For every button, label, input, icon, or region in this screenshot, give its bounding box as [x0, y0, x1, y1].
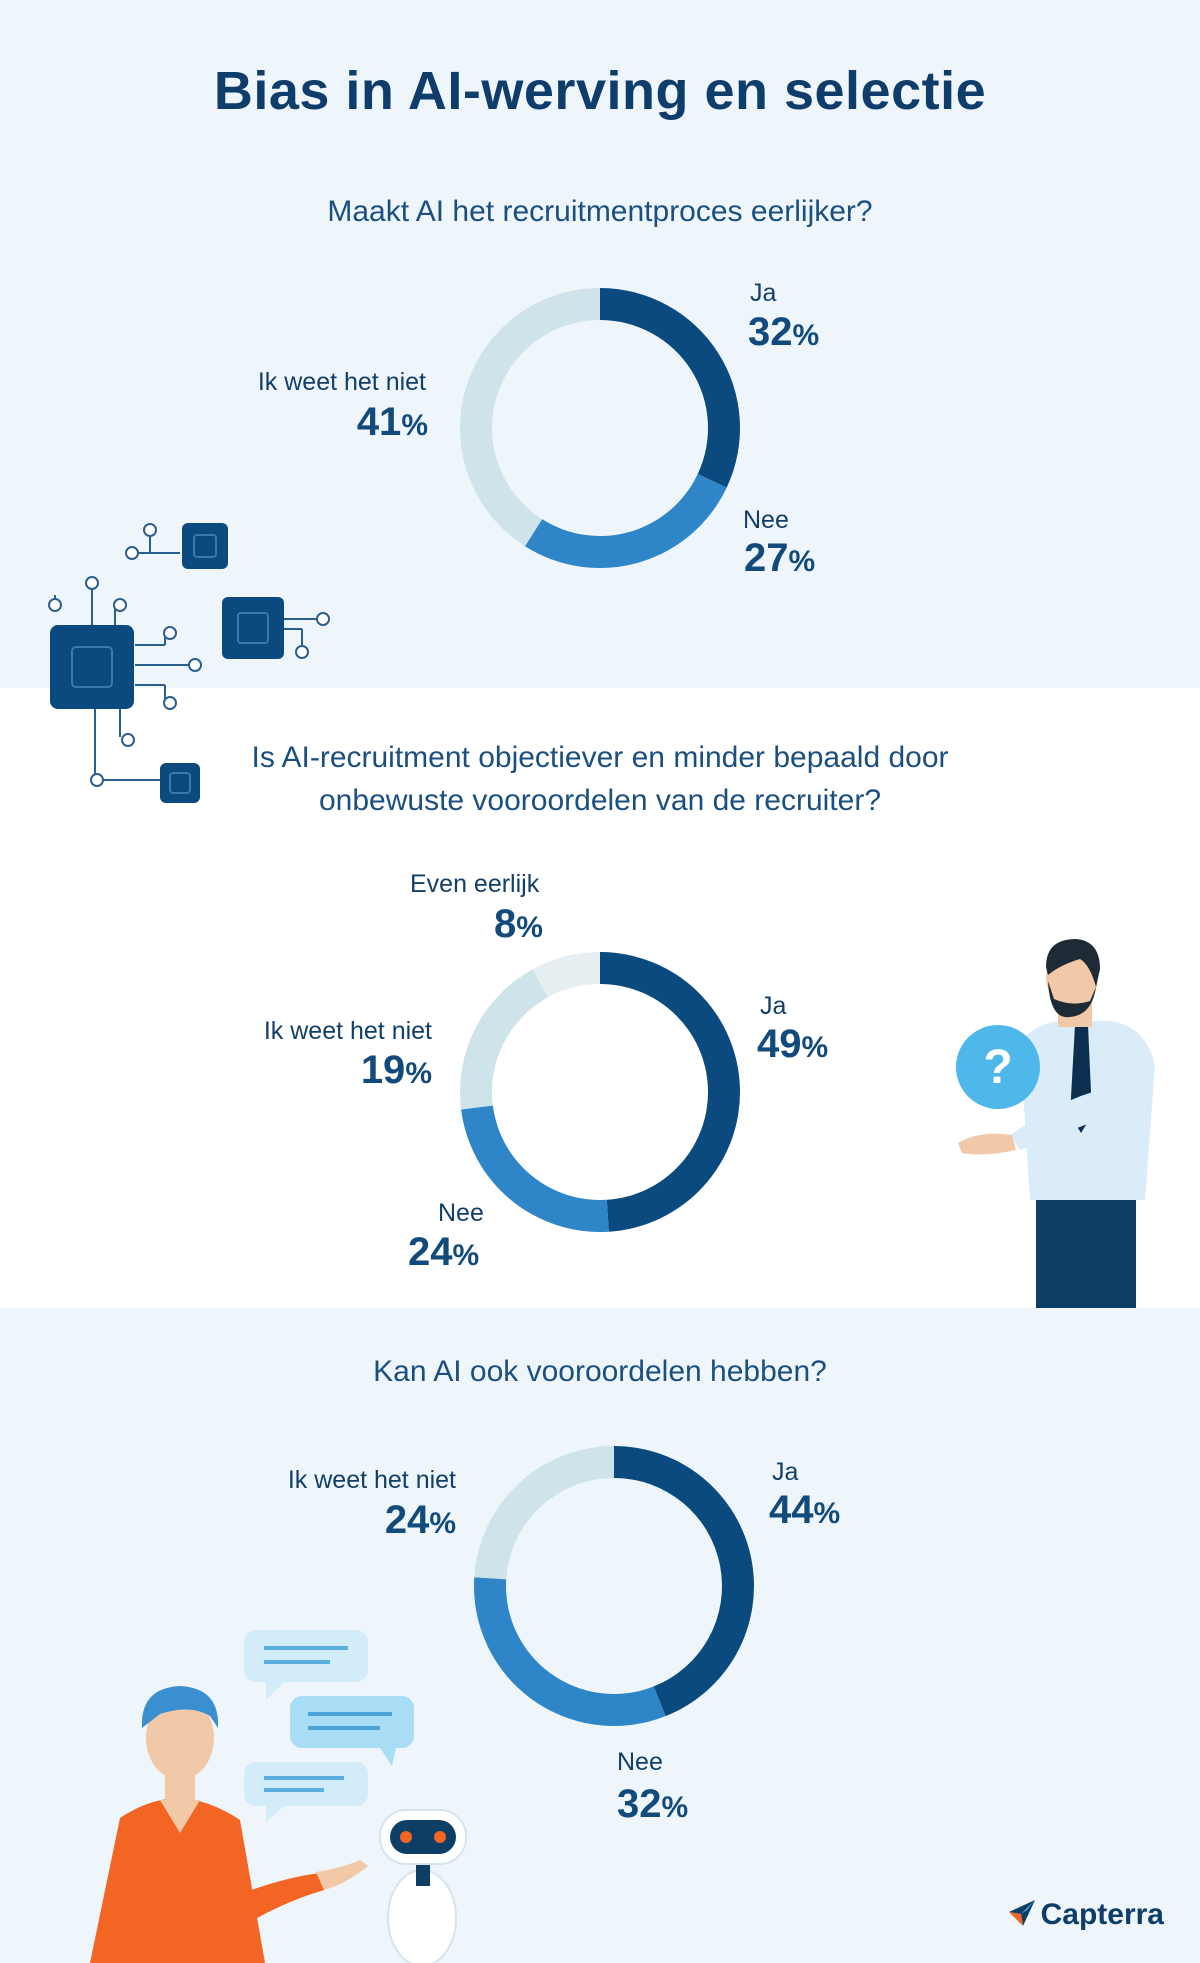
question-mark-icon: ? [983, 1041, 1012, 1094]
businessman-illustration: ? [956, 939, 1155, 1308]
chart-1-slice-ik-weet-het-niet [460, 288, 600, 547]
chart-1-donut [460, 288, 740, 568]
section-1-background [0, 0, 1200, 688]
chart-1-slice-nee [524, 473, 727, 568]
capterra-logo: Capterra [1007, 1898, 1164, 1932]
chart-3-question: Kan AI ook vooroordelen hebben? [373, 1355, 827, 1388]
chart-1-label-ja: Ja [750, 279, 777, 307]
chart-1-value-ja: 32% [748, 310, 820, 354]
robot-icon [379, 1809, 467, 1963]
chart-3-slice-ja [614, 1446, 754, 1717]
capterra-logo-icon [1008, 1900, 1035, 1926]
chat-bubble-icon [244, 1630, 414, 1822]
chart-2-value-nee: 24% [408, 1230, 480, 1274]
chart-2-label-nee: Nee [438, 1199, 484, 1227]
chart-1-value-weet-niet: 41% [356, 400, 428, 444]
chart-3-label-ja: Ja [772, 1458, 799, 1486]
chart-2-value-weet-niet: 19% [360, 1048, 432, 1092]
chart-1-label-nee: Nee [743, 506, 789, 534]
chart-1-question: Maakt AI het recruitmentproces eerlijker… [327, 195, 873, 228]
chart-2-value-ja: 49% [757, 1022, 829, 1066]
chart-2-label-ja: Ja [760, 992, 787, 1020]
question-bubble [956, 1025, 1040, 1109]
chart-2-slice-ik-weet-het-niet [460, 969, 548, 1110]
chart-2-value-even-eerlijk: 8% [494, 902, 543, 946]
circuit-chip-icon [48, 523, 330, 803]
chart-1-slice-ja [600, 288, 740, 488]
chart-3-value-weet-niet: 24% [384, 1498, 456, 1542]
chart-2-donut [460, 952, 741, 1232]
chart-3-slice-ik-weet-het-niet [474, 1446, 614, 1580]
chart-1-value-nee: 27% [744, 536, 816, 580]
brand-name: Capterra [1040, 1898, 1164, 1931]
chart-3-donut [474, 1446, 754, 1726]
chart-3-value-nee: 32% [617, 1782, 689, 1826]
chart-2-question-text: Is AI-recruitment objectiever en minder … [251, 741, 949, 817]
page-title: Bias in AI-werving en selectie [213, 61, 987, 121]
chart-2-slice-ja [600, 952, 741, 1232]
chart-3-slice-nee [474, 1577, 666, 1726]
chart-3-value-ja: 44% [769, 1488, 841, 1532]
chart-3-label-nee: Nee [617, 1748, 663, 1776]
chart-2-label-even-eerlijk: Even eerlijk [410, 870, 540, 898]
chart-2-slice-even-eerlijk [532, 952, 600, 998]
chart-2-label-weet-niet: Ik weet het niet [263, 1017, 432, 1045]
chart-3-label-weet-niet: Ik weet het niet [287, 1466, 456, 1494]
person-robot-illustration [90, 1630, 467, 1963]
chart-1-label-weet-niet: Ik weet het niet [257, 368, 426, 396]
chart-2-question: Is AI-recruitment objectiever en minder … [0, 736, 1200, 822]
chart-2-slice-nee [461, 1105, 609, 1232]
